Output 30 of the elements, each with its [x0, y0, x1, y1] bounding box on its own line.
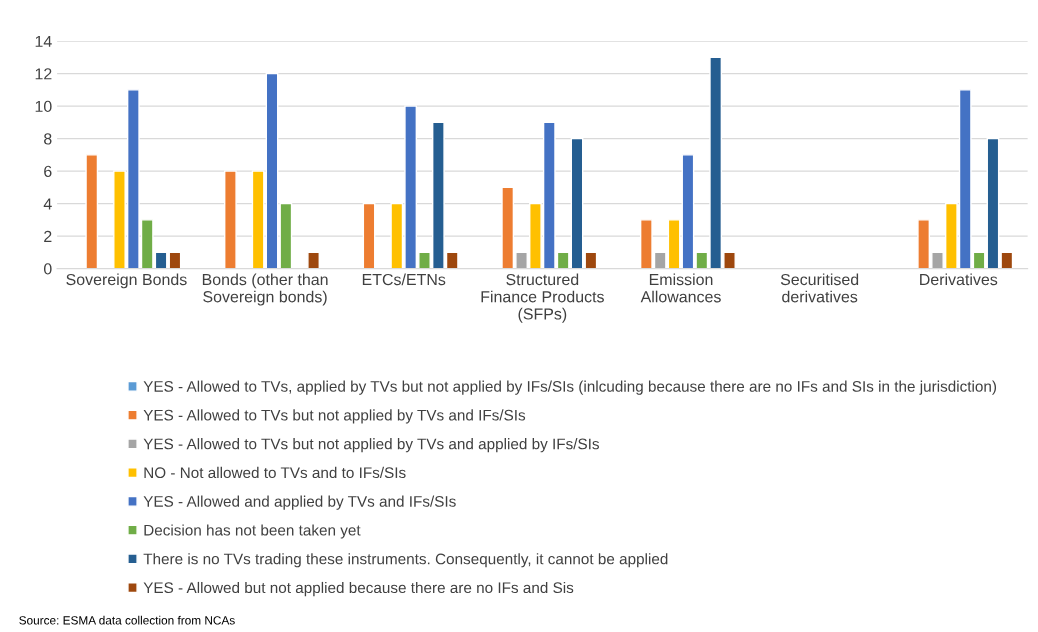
- bar: [307, 251, 320, 269]
- x-tick-label: Securitised derivatives: [780, 273, 859, 303]
- source-note: Source: ESMA data collection from NCAs: [19, 615, 235, 625]
- y-tick-label: 4: [43, 198, 52, 210]
- bar: [85, 154, 99, 269]
- legend-label: There is no TVs trading these instruments. Consequently, it cannot be applied: [143, 553, 668, 568]
- legend-label: NO - Not allowed to TVs and to IFs/SIs: [144, 466, 406, 479]
- bar: [584, 251, 598, 269]
- x-tick-label: Structured Finance Products (SFPs): [481, 273, 604, 323]
- y-tick-label: 12: [35, 68, 52, 80]
- legend-label: YES - Allowed to TVs but not applied by TVs and IFs/SIs: [143, 409, 526, 424]
- x-tick-label: ETCs/ETNs: [362, 273, 446, 286]
- legend-label: Decision has not been taken yet: [144, 524, 361, 539]
- bar: [362, 202, 376, 269]
- bar: [224, 170, 237, 269]
- legend-label: YES - Allowed to TVs but not applied by TVs and applied by IFs/SIs: [143, 438, 599, 453]
- x-tick-label: Sovereign Bonds: [66, 273, 187, 289]
- x-tick-label: Emission Allowances: [640, 273, 721, 303]
- x-tick-label: Bonds (other than Sovereign bonds): [202, 273, 328, 306]
- y-tick-label: 2: [44, 230, 52, 242]
- legend-label: YES - Allowed but not applied because there are no IFs and Sis: [143, 581, 574, 597]
- y-tick-label: 8: [44, 133, 52, 145]
- y-tick-label: 0: [43, 263, 52, 275]
- y-tick-label: 14: [35, 35, 52, 47]
- y-tick-label: 10: [35, 100, 52, 113]
- legend-label: YES - Allowed and applied by TVs and IFs/SIs: [143, 495, 456, 510]
- x-tick-label: Derivatives: [920, 273, 998, 286]
- legend-label: YES - Allowed to TVs, applied by TVs but not applied by IFs/SIs (inlcuding because there are no IFs and SIs in the jurisdiction): [143, 380, 997, 395]
- y-tick-label: 6: [44, 165, 52, 178]
- bar: [168, 251, 182, 269]
